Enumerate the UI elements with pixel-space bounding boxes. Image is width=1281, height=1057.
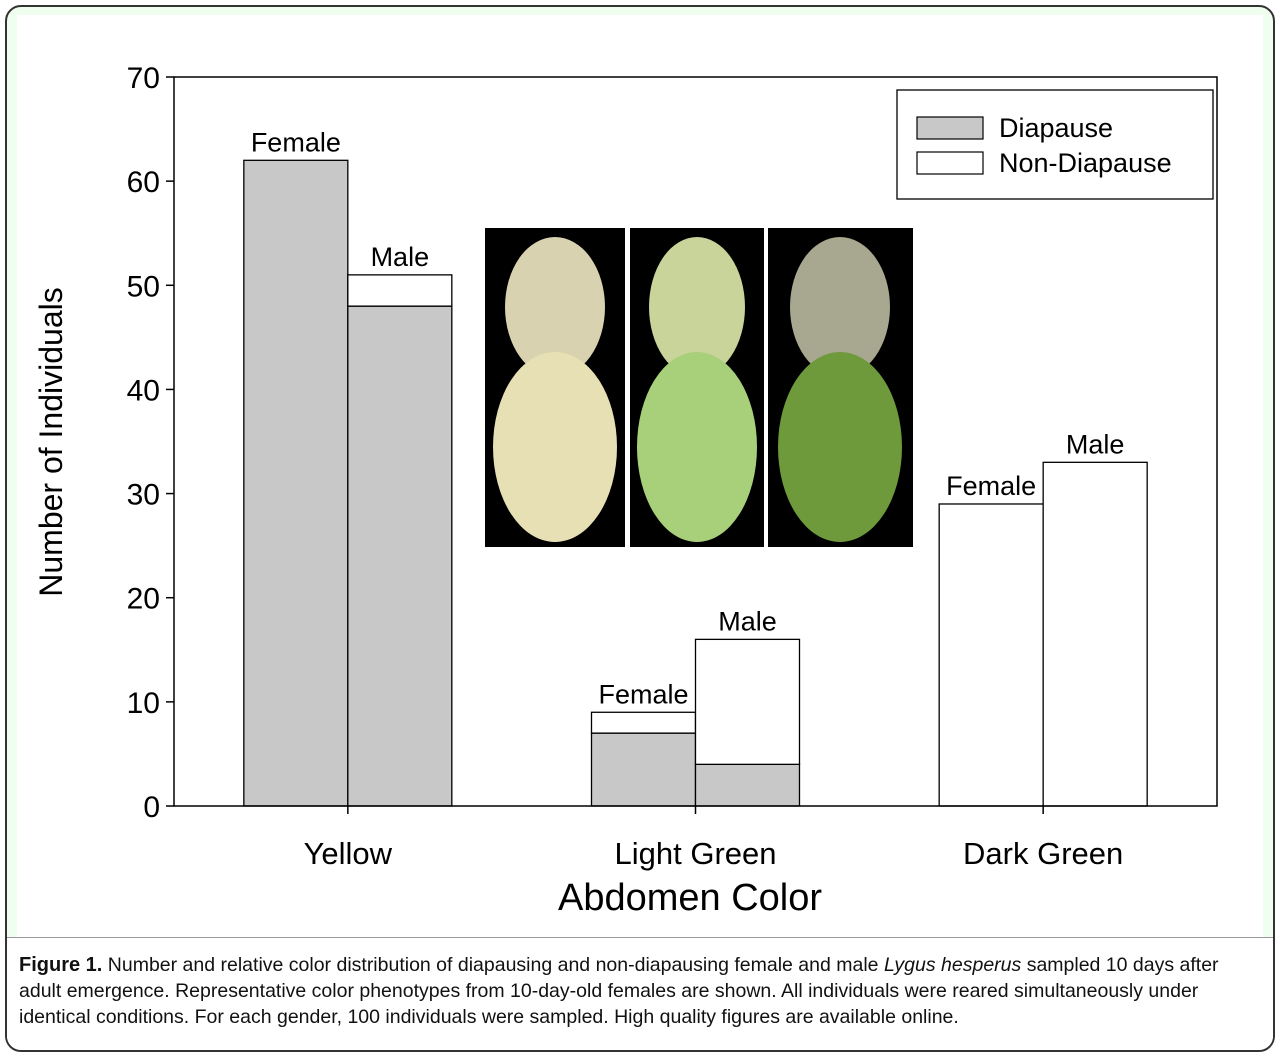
- y-tick-label: 40: [127, 374, 160, 407]
- bar-group-label: Female: [598, 679, 688, 709]
- legend-swatch: [917, 117, 983, 139]
- x-tick-label: Yellow: [304, 836, 393, 871]
- caption-label: Figure 1.: [19, 954, 102, 976]
- caption-text: Number and relative color distribution o…: [108, 954, 879, 976]
- bar-segment: [939, 504, 1043, 806]
- bar-segment: [1043, 462, 1147, 806]
- y-tick-label: 10: [127, 687, 160, 720]
- bar-segment: [244, 160, 348, 806]
- bar-segment: [696, 639, 800, 764]
- x-tick-label: Dark Green: [963, 836, 1123, 871]
- legend-label: Diapause: [999, 113, 1113, 143]
- bar-group-label: Male: [718, 606, 777, 636]
- bar-segment: [348, 275, 452, 306]
- y-tick-label: 60: [127, 166, 160, 199]
- chart: Number of Individuals Abdomen Color 0 10 2…: [7, 7, 1273, 937]
- legend-box: [897, 90, 1213, 199]
- y-tick-label: 0: [143, 791, 160, 824]
- x-tick-label: Light Green: [615, 836, 777, 871]
- legend-label: Non-Diapause: [999, 148, 1172, 178]
- bar-group-label: Male: [1066, 429, 1125, 459]
- y-tick-label: 70: [127, 62, 160, 95]
- y-tick-label: 20: [127, 583, 160, 616]
- y-tick-label: 30: [127, 479, 160, 512]
- figure-frame: Number of Individuals Abdomen Color 0 10 2…: [5, 5, 1275, 1052]
- bar-group-label: Female: [251, 127, 341, 157]
- y-axis-title: Number of Individuals: [33, 287, 69, 596]
- bar-segment: [348, 306, 452, 806]
- insect-photos: [485, 228, 913, 547]
- bar-segment: [696, 764, 800, 806]
- y-tick-label: 50: [127, 270, 160, 303]
- bar-segment: [592, 733, 696, 806]
- bar-segment: [592, 712, 696, 733]
- bar-group-label: Female: [946, 471, 1036, 501]
- caption-species: Lygus hesperus: [884, 954, 1021, 976]
- x-axis-title: Abdomen Color: [558, 877, 822, 919]
- caption: Figure 1. Number and relative color dist…: [7, 937, 1273, 1050]
- legend-swatch: [917, 152, 983, 174]
- bar-group-label: Male: [371, 242, 430, 272]
